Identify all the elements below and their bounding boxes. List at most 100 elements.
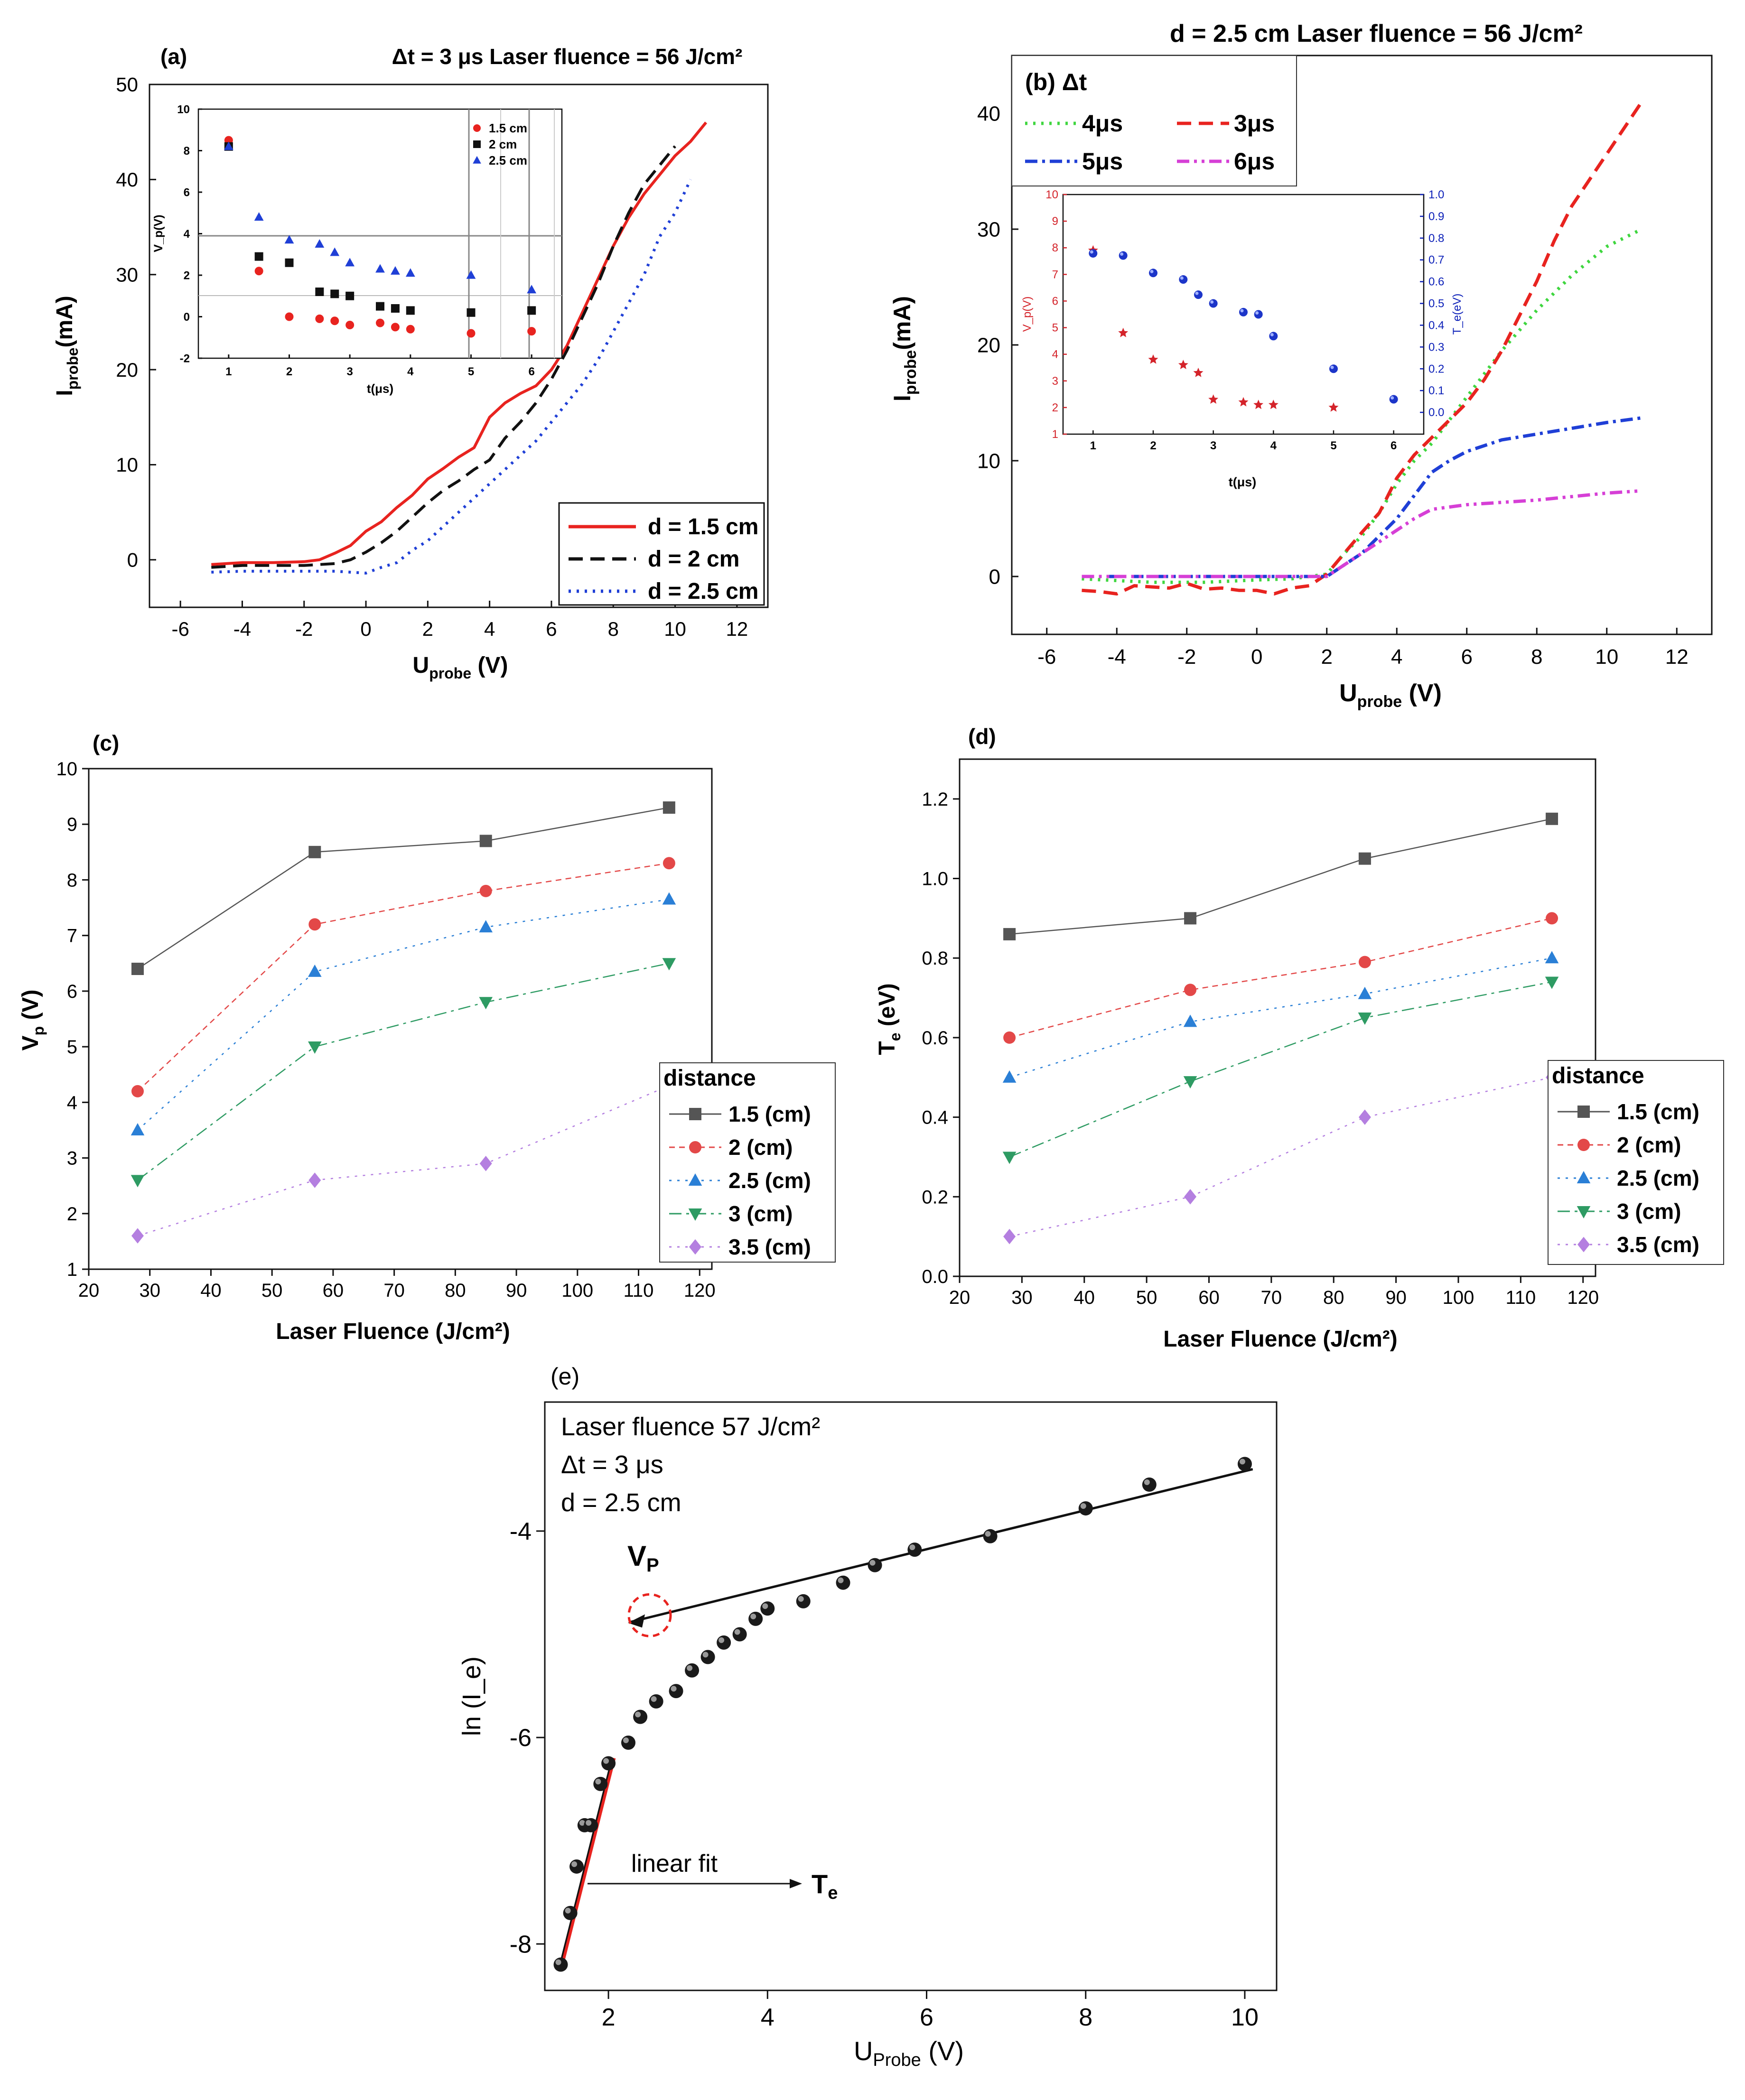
x-axis-label-b: Uprobe (V): [1339, 679, 1442, 711]
data-point-triangle: [1545, 951, 1559, 964]
inset-point-triangle: [391, 266, 400, 275]
y-tick-label: -6: [510, 1724, 532, 1752]
data-point-highlight: [635, 1711, 641, 1718]
x-ticks-e: 2 4 6 8 10: [602, 1990, 1259, 2031]
inset-point-te: [1179, 275, 1188, 284]
series-d: [1002, 812, 1559, 1245]
x-tick-label: 2: [1321, 645, 1333, 669]
data-point: [748, 1611, 763, 1626]
data-point: [796, 1594, 811, 1608]
inset-point-te-highlight: [1240, 309, 1244, 313]
series-line-1: [137, 807, 670, 970]
x-tick-label: 8: [1531, 645, 1542, 669]
x-tick-label: 50: [261, 1280, 283, 1301]
y-ticks-b: 0 10 20 30 40: [977, 102, 1018, 588]
inset-legend-marker-1: [473, 124, 481, 132]
inset-point-triangle: [315, 239, 325, 248]
x-tick-label: 10: [664, 618, 686, 640]
inset-point-te: [1194, 290, 1203, 299]
data-point-highlight: [565, 1907, 571, 1914]
y-tick-label: 0.6: [922, 1028, 948, 1049]
inset-legend-marker-2: [473, 140, 481, 148]
data-point-highlight: [687, 1665, 693, 1671]
data-point: [633, 1710, 648, 1724]
legend-title-d: distance: [1552, 1063, 1644, 1088]
data-point-square: [1546, 812, 1558, 825]
x-tick-label: 5: [468, 365, 474, 378]
legend-marker-5: [1577, 1236, 1590, 1253]
inset-ylabel-left-b: V_p(V): [1021, 297, 1034, 332]
data-point: [563, 1905, 578, 1920]
data-point-diamond: [1358, 1109, 1371, 1125]
inset-legend-marker-3: [473, 156, 481, 164]
inset-x-tick-label: 6: [1390, 439, 1397, 452]
data-point-circle: [308, 918, 321, 931]
y-tick-label: -4: [510, 1518, 532, 1545]
inset-point-circle: [330, 316, 339, 325]
inset-point-te-highlight: [1210, 300, 1214, 304]
y-tick-label: 30: [116, 263, 138, 286]
inset-point-te-highlight: [1390, 396, 1394, 400]
y-axis-label-b: Iprobe(mA): [889, 296, 920, 401]
data-point-square: [663, 801, 675, 814]
y-tick-label: 1.0: [922, 869, 948, 890]
inset-point-circle: [391, 323, 400, 332]
legend-label-4: 3 (cm): [728, 1201, 793, 1226]
inset-b: 1 2 3 4 5 6 1 2 3 4 5 6 7 8 9 10 0.0 0.1 0.2 0.3 0.4 0.5 0.6 0.…: [1021, 188, 1464, 489]
series-line-3: [1082, 416, 1642, 578]
data-point-triangle: [1183, 1014, 1197, 1027]
inset-point-te-highlight: [1120, 252, 1124, 256]
x-tick-label: -2: [1177, 645, 1196, 669]
series-line-4: [137, 963, 670, 1181]
data-point-highlight: [869, 1560, 876, 1566]
legend-label-3: 5μs: [1082, 148, 1123, 175]
data-point: [868, 1558, 882, 1572]
xlabel-main-e: U: [854, 2036, 873, 2066]
inset-y-tick-label-left: 3: [1052, 375, 1058, 388]
data-point-highlight: [1239, 1459, 1245, 1465]
x-tick-label: 4: [1391, 645, 1402, 669]
series-b: [1082, 101, 1643, 596]
y-tick-label: 2: [67, 1204, 77, 1225]
data-point-highlight: [985, 1531, 991, 1537]
inset-points-b: [1088, 245, 1398, 412]
panel-e: (e) Laser fluence 57 J/cm² Δt = 3 μs d =…: [457, 1363, 1278, 2070]
y-tick-label: 7: [67, 926, 77, 947]
x-tick-label: 2: [286, 365, 292, 378]
y-axis-label-a: Iprobe(mA): [52, 296, 81, 396]
data-point: [601, 1756, 616, 1771]
data-point-highlight: [702, 1652, 709, 1658]
legend-label-3: 2.5 (cm): [1617, 1166, 1699, 1190]
inset-point-triangle: [330, 247, 340, 256]
inset-y-tick-label-left: 5: [1052, 322, 1058, 335]
series-line-5: [1009, 1077, 1552, 1237]
legend-label-3: d = 2.5 cm: [648, 579, 758, 604]
legend-label-1: d = 1.5 cm: [648, 514, 758, 539]
inset-point-vp: [1148, 354, 1158, 364]
inset-y-tick-label-left: 4: [1052, 348, 1058, 361]
data-point: [649, 1694, 663, 1709]
data-point-highlight: [734, 1629, 740, 1635]
data-point-circle: [1546, 912, 1558, 925]
inset-point-triangle: [254, 212, 264, 221]
inset-y-tick-label-right: 0.0: [1428, 406, 1444, 419]
inset-point-te-highlight: [1180, 276, 1184, 280]
data-point-highlight: [623, 1737, 629, 1743]
series-line-2: [137, 863, 670, 1092]
x-tick-label: 40: [1073, 1287, 1095, 1308]
legend-label-1: 1.5 (cm): [728, 1102, 811, 1126]
data-point-highlight: [579, 1820, 585, 1826]
y-tick-label: -8: [510, 1931, 532, 1958]
inset-y-tick-label-left: 7: [1052, 268, 1058, 281]
x-tick-label: 120: [1567, 1287, 1599, 1308]
plot-frame-a: [149, 84, 769, 608]
title-a: Δt = 3 μs Laser fluence = 56 J/cm²: [392, 44, 743, 69]
panel-d: (d) 0.0 0.2 0.4 0.6 0.8 1.0 1.2 20 30 40 50 60 70 80…: [875, 724, 1724, 1352]
x-tick-label: 80: [445, 1280, 466, 1301]
inset-frame-a: [197, 108, 563, 359]
x-tick-label: 6: [528, 365, 534, 378]
data-point-highlight: [586, 1820, 592, 1826]
inset-y-tick-label-left: 10: [1045, 188, 1058, 201]
te-label: Te: [812, 1869, 838, 1903]
